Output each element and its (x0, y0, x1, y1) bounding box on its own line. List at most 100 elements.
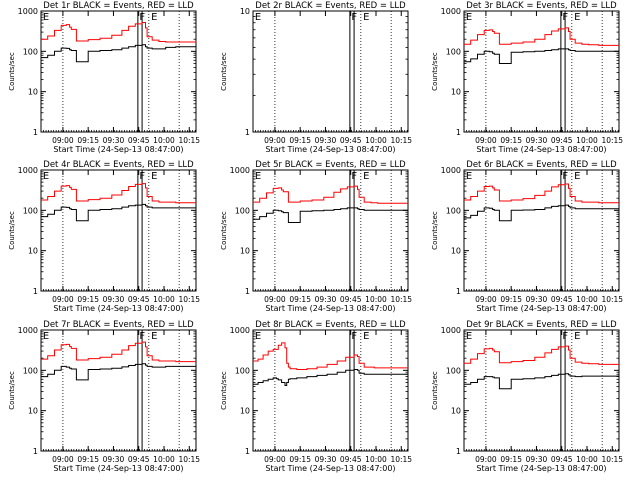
lld-rate-series (464, 345, 619, 365)
x-tick-label: 09:15 (77, 136, 99, 145)
y-tick-label: 100 (235, 206, 250, 215)
x-tick-label: 10:15 (390, 295, 412, 304)
y-tick-label: 1 (33, 287, 38, 296)
y-tick-label: 100 (446, 366, 461, 375)
y-axis-label: Counts/sec (431, 371, 439, 410)
events-rate-series (464, 48, 619, 64)
y-axis-label: Counts/sec (220, 211, 228, 250)
x-tick-label: 09:45 (128, 295, 150, 304)
y-tick-label: 1000 (18, 7, 38, 16)
x-tick-label: 09:45 (340, 295, 362, 304)
chart-title: Det 3r BLACK = Events, RED = LLD (466, 1, 617, 11)
y-tick-label: 10 (28, 88, 38, 97)
chart-title: Det 7r BLACK = Events, RED = LLD (43, 320, 194, 330)
chart-title: Det 1r BLACK = Events, RED = LLD (43, 1, 194, 11)
y-tick-label: 10 (28, 407, 38, 416)
y-tick-label: 10 (451, 247, 461, 256)
eclipse-marker-label: E (466, 12, 472, 23)
x-tick-label: 09:30 (315, 455, 337, 464)
x-tick-label: 10:15 (390, 455, 412, 464)
plot-frame (463, 329, 620, 452)
plot-frame (40, 10, 197, 133)
flare-marker-label: F (139, 171, 145, 182)
y-axis-label: Counts/sec (220, 371, 228, 410)
x-tick-label: 09:00 (264, 295, 286, 304)
chart-panel-1: Det 1r BLACK = Events, RED = LLD 1 10 100 10… (8, 1, 200, 154)
flare-marker-label: F (562, 331, 568, 342)
x-tick-label: 10:15 (390, 136, 412, 145)
x-axis-label: Start Time (24-Sep-13 08:47:00) (265, 145, 395, 154)
y-axis-label: Counts/sec (8, 52, 16, 91)
y-tick-label: 1 (456, 128, 461, 137)
y-tick-label: 10 (240, 407, 250, 416)
x-tick-label: 10:00 (365, 136, 387, 145)
x-tick-label: 09:30 (103, 455, 125, 464)
chart-panel-7: Det 7r BLACK = Events, RED = LLD 1 10 100 10… (8, 320, 200, 473)
y-tick-label: 1000 (230, 326, 250, 335)
lld-rate-series (464, 183, 619, 204)
x-axis-label: Start Time (24-Sep-13 08:47:00) (476, 464, 606, 473)
x-tick-label: 09:30 (315, 295, 337, 304)
chart-panel-6: Det 6r BLACK = Events, RED = LLD 1 10 100 10… (431, 160, 623, 313)
plot-frame (252, 169, 409, 292)
plot-frame (463, 10, 620, 133)
x-tick-label: 09:45 (340, 455, 362, 464)
x-tick-label: 10:00 (576, 295, 598, 304)
flare-marker-label: F (139, 331, 145, 342)
y-tick-label: 100 (23, 47, 38, 56)
y-tick-label: 100 (446, 206, 461, 215)
x-axis-label: Start Time (24-Sep-13 08:47:00) (53, 464, 183, 473)
plot-frame (40, 329, 197, 452)
plot-frame (252, 10, 409, 133)
x-tick-label: 10:00 (153, 455, 175, 464)
x-tick-label: 09:30 (526, 455, 548, 464)
x-axis-label: Start Time (24-Sep-13 08:47:00) (476, 145, 606, 154)
lld-rate-series (464, 27, 619, 46)
eclipse-marker-label: E (363, 12, 369, 23)
events-rate-series (41, 363, 196, 381)
y-axis-label: Counts/sec (220, 52, 228, 91)
eclipse-marker-label: E (43, 12, 49, 23)
x-tick-label: 09:15 (289, 136, 311, 145)
y-tick-label: 10 (240, 7, 250, 16)
x-tick-label: 09:30 (315, 136, 337, 145)
chart-panel-4: Det 4r BLACK = Events, RED = LLD 1 10 100 10… (8, 160, 200, 313)
chart-panel-2: Det 2r BLACK = Events, RED = LLD 1 10 Count… (220, 1, 412, 154)
x-tick-label: 09:00 (264, 455, 286, 464)
flare-marker-label: F (562, 171, 568, 182)
plot-frame (40, 169, 197, 292)
eclipse-marker-label: E (151, 331, 157, 342)
x-tick-label: 09:00 (475, 455, 497, 464)
chart-title: Det 4r BLACK = Events, RED = LLD (43, 160, 194, 170)
chart-title: Det 9r BLACK = Events, RED = LLD (466, 320, 617, 330)
y-tick-label: 10 (451, 88, 461, 97)
eclipse-marker-label: E (151, 171, 157, 182)
chart-title: Det 2r BLACK = Events, RED = LLD (255, 1, 406, 11)
flare-marker-label: F (562, 12, 568, 23)
eclipse-marker-label: E (43, 331, 49, 342)
x-tick-label: 10:15 (601, 136, 623, 145)
y-tick-label: 1 (33, 447, 38, 456)
x-tick-label: 09:15 (289, 295, 311, 304)
lld-rate-series (253, 185, 408, 204)
x-tick-label: 09:45 (551, 136, 573, 145)
x-tick-label: 09:30 (103, 136, 125, 145)
y-tick-label: 10 (451, 407, 461, 416)
y-tick-label: 1000 (441, 166, 461, 175)
chart-title: Det 5r BLACK = Events, RED = LLD (255, 160, 406, 170)
x-axis-label: Start Time (24-Sep-13 08:47:00) (53, 145, 183, 154)
events-rate-series (464, 204, 619, 222)
eclipse-marker-label: E (363, 331, 369, 342)
chart-title: Det 6r BLACK = Events, RED = LLD (466, 160, 617, 170)
x-tick-label: 09:45 (551, 295, 573, 304)
chart-panel-5: Det 5r BLACK = Events, RED = LLD 1 10 100 10… (220, 160, 412, 313)
y-tick-label: 1000 (441, 7, 461, 16)
x-axis-label: Start Time (24-Sep-13 08:47:00) (265, 304, 395, 313)
x-tick-label: 09:45 (128, 455, 150, 464)
x-axis-label: Start Time (24-Sep-13 08:47:00) (53, 304, 183, 313)
y-tick-label: 1 (245, 287, 250, 296)
x-tick-label: 10:00 (153, 295, 175, 304)
events-rate-series (464, 373, 619, 390)
events-rate-series (41, 44, 196, 63)
